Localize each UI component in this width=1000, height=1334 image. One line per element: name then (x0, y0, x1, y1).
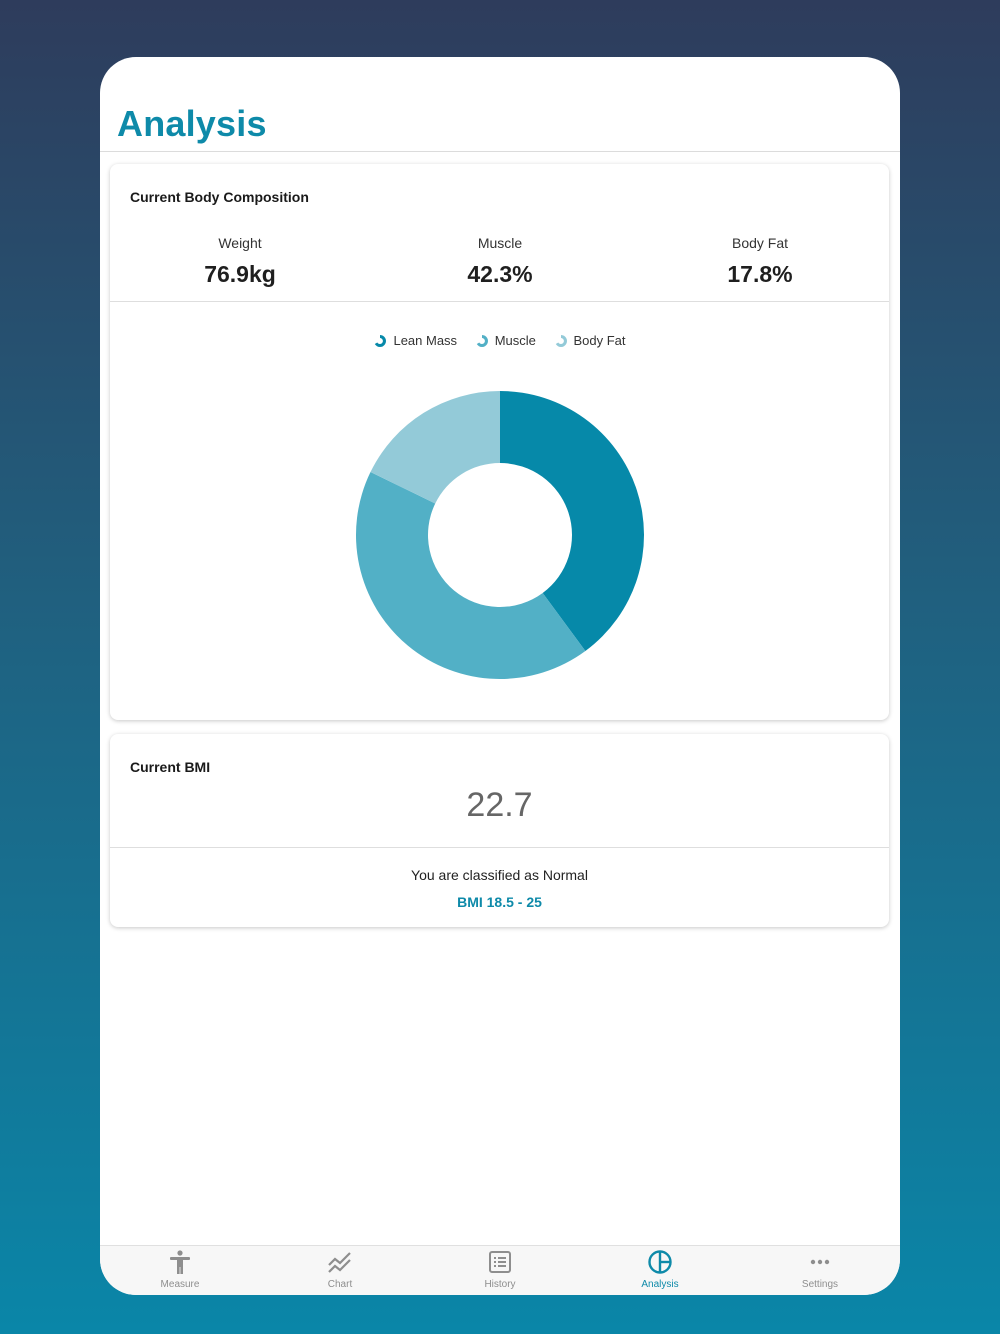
legend-item-body-fat[interactable]: Body Fat (554, 333, 626, 349)
donut-slice-lean-mass[interactable] (500, 391, 644, 651)
chart-legend: Lean Mass Muscle Body Fat (110, 332, 889, 348)
divider (110, 301, 889, 302)
page-title: Analysis (117, 103, 267, 144)
bmi-range: BMI 18.5 - 25 (457, 894, 542, 910)
person-icon (170, 1250, 190, 1274)
weight-stat: Weight 76.9kg (140, 235, 340, 288)
tab-label-analysis: Analysis (641, 1279, 679, 1290)
legend-label-lean-mass: Lean Mass (393, 332, 458, 348)
legend-label-muscle: Muscle (494, 332, 536, 348)
body-composition-card: Current Body Composition Weight 76.9kg M… (110, 164, 889, 720)
tab-measure[interactable]: Measure (100, 1246, 260, 1295)
tab-label-history: History (484, 1279, 516, 1290)
weight-value: 76.9kg (204, 261, 276, 287)
tab-label-settings: Settings (801, 1279, 839, 1290)
chart-line-icon (328, 1252, 351, 1273)
legend-label-body-fat: Body Fat (573, 332, 626, 348)
body-fat-label: Body Fat (731, 235, 789, 251)
muscle-label: Muscle (477, 235, 523, 251)
body-fat-value: 17.8% (727, 261, 793, 287)
legend-item-lean-mass[interactable]: Lean Mass (373, 333, 457, 349)
donut-slice-muscle[interactable] (355, 472, 586, 679)
tab-label-chart: Chart (327, 1279, 353, 1290)
tab-label-measure: Measure (160, 1279, 200, 1290)
pie-icon (648, 1250, 672, 1274)
legend-item-muscle[interactable]: Muscle (475, 333, 536, 349)
app-window: Analysis Current Body Composition Weight… (100, 57, 900, 1295)
body-composition-title: Current Body Composition (130, 189, 309, 205)
weight-label: Weight (218, 235, 262, 251)
tab-bar: Measure Chart History Analysi (100, 1245, 900, 1295)
lean-mass-swatch-icon (375, 335, 387, 348)
tab-history[interactable]: History (420, 1246, 580, 1295)
body-fat-swatch-icon (555, 335, 567, 348)
bmi-value: 22.7 (466, 786, 533, 824)
bmi-card: Current BMI 22.7 You are classified as N… (110, 734, 889, 927)
body-composition-donut-chart (355, 391, 644, 679)
list-icon (489, 1251, 511, 1273)
header: Analysis (100, 57, 900, 152)
body-fat-stat: Body Fat 17.8% (660, 235, 860, 288)
tab-settings[interactable]: Settings (740, 1246, 900, 1295)
donut-slice-body-fat[interactable] (370, 391, 500, 504)
divider (110, 847, 889, 848)
tab-chart[interactable]: Chart (260, 1246, 420, 1295)
tab-analysis[interactable]: Analysis (580, 1246, 740, 1295)
muscle-swatch-icon (476, 335, 488, 348)
bmi-classification: You are classified as Normal (411, 867, 588, 883)
more-icon (810, 1259, 830, 1265)
bmi-title: Current BMI (130, 759, 211, 775)
muscle-stat: Muscle 42.3% (400, 235, 600, 288)
muscle-value: 42.3% (467, 261, 533, 287)
